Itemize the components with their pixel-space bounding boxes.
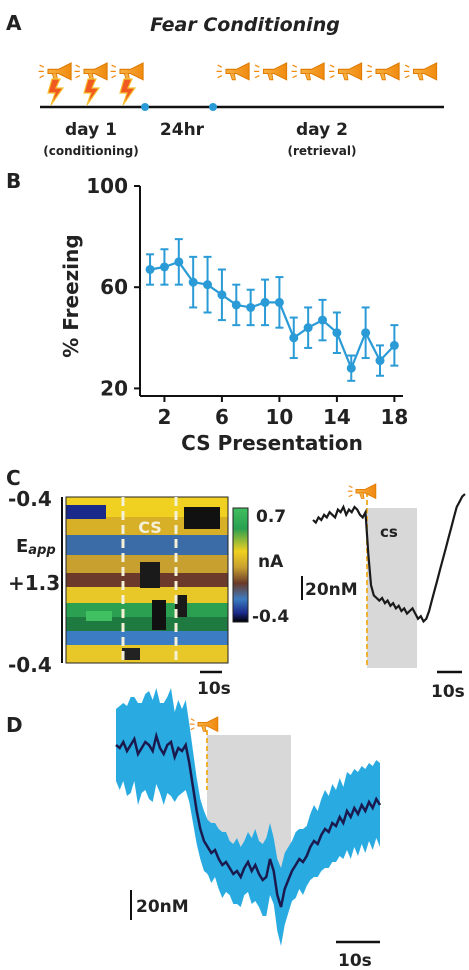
cs-label-heatmap: CS — [138, 518, 162, 537]
series-line-b — [149, 260, 396, 372]
data-point — [289, 333, 299, 343]
panel-a-title: Fear Conditioning — [150, 14, 340, 36]
panel-letter-b: B — [6, 169, 21, 193]
x-tick-label-b: 10 — [265, 405, 293, 429]
y-axis-label-b: % Freezing — [59, 234, 83, 357]
colorbar-min-label: -0.4 — [252, 607, 289, 627]
heatmap-time-scale-label: 10s — [197, 679, 231, 699]
panel-c: C CS -0.4 — [6, 466, 466, 702]
horn-icon — [38, 62, 72, 81]
lightning-bolt-icon — [83, 78, 101, 106]
panel-letter-a: A — [6, 11, 22, 35]
colorbar-unit-label: nA — [258, 552, 284, 572]
data-point — [217, 290, 227, 300]
horn-icon — [347, 483, 377, 500]
data-point — [389, 340, 399, 350]
lightning-bolt-icon — [47, 78, 65, 106]
eapp-tick-top: -0.4 — [8, 487, 52, 511]
horn-icon — [366, 62, 400, 81]
data-point — [174, 257, 184, 267]
panel-letter-c: C — [6, 466, 21, 490]
horn-icon — [189, 716, 219, 733]
data-point — [260, 297, 270, 307]
horn-icon — [110, 62, 144, 81]
day1-sublabel: (conditioning) — [43, 144, 138, 158]
eapp-tick-bottom: -0.4 — [8, 653, 52, 677]
eapp-tick-mid: +1.3 — [8, 571, 60, 595]
data-point — [274, 297, 284, 307]
y-tick-label-b: 100 — [86, 174, 128, 198]
data-point — [231, 300, 241, 310]
timeline-marker-day1-end — [141, 103, 149, 111]
interval-label: 24hr — [160, 120, 205, 140]
panel-letter-d: D — [6, 713, 23, 737]
horn-icon-trace — [347, 483, 377, 500]
panel-b: B 20 60 100 2 6 10 14 18 % Freezing CS Presenta… — [6, 169, 408, 455]
voltammogram-heatmap — [65, 496, 229, 664]
d-conc-scale-label: 20nM — [136, 897, 189, 917]
data-point — [303, 323, 313, 333]
horn-icon — [216, 62, 250, 81]
x-tick-label-b: 6 — [215, 405, 229, 429]
mean-trace-d — [115, 731, 382, 908]
panel-d: D 20nM 10s — [6, 688, 382, 970]
day2-label: day 2 — [296, 120, 348, 140]
data-point — [188, 277, 198, 287]
horn-icon — [404, 62, 438, 81]
horn-icon-group — [38, 62, 438, 106]
timeline-marker-day2-start — [209, 103, 217, 111]
horn-icon-d — [189, 716, 219, 733]
data-point — [346, 363, 356, 373]
data-point — [375, 356, 385, 366]
data-point — [145, 264, 155, 274]
horn-icon — [291, 62, 325, 81]
horn-icon — [74, 62, 108, 81]
day1-label: day 1 — [65, 120, 117, 140]
data-point — [318, 315, 328, 325]
data-point — [203, 280, 213, 290]
x-tick-label-b: 18 — [380, 405, 408, 429]
day2-sublabel: (retrieval) — [288, 144, 357, 158]
colorbar-max-label: 0.7 — [256, 507, 286, 527]
data-group-b — [145, 238, 399, 382]
x-tick-label-b: 2 — [157, 405, 171, 429]
horn-icon — [329, 62, 363, 81]
data-point — [361, 328, 371, 338]
horn-icon — [254, 62, 288, 81]
y-tick-label-b: 20 — [100, 376, 128, 400]
trace-time-scale-label: 10s — [431, 682, 465, 702]
data-point — [246, 302, 256, 312]
colorbar — [232, 507, 249, 623]
trace-conc-scale-label: 20nM — [305, 580, 358, 600]
eapp-label: Eapp — [16, 536, 56, 558]
panel-a: A Fear Conditioning day 1 (conditioning)… — [6, 11, 444, 158]
tick-group-b: 20 60 100 2 6 10 14 18 — [86, 174, 408, 429]
x-axis-label-b: CS Presentation — [181, 431, 363, 455]
data-point — [332, 328, 342, 338]
data-point — [159, 262, 169, 272]
cs-label-trace: cs — [380, 523, 398, 541]
d-time-scale-label: 10s — [338, 951, 372, 970]
lightning-bolt-icon — [119, 78, 137, 106]
dopamine-trace-line — [312, 493, 466, 624]
x-tick-label-b: 14 — [323, 405, 351, 429]
cs-shade-trace — [367, 508, 417, 668]
y-tick-label-b: 60 — [100, 275, 128, 299]
